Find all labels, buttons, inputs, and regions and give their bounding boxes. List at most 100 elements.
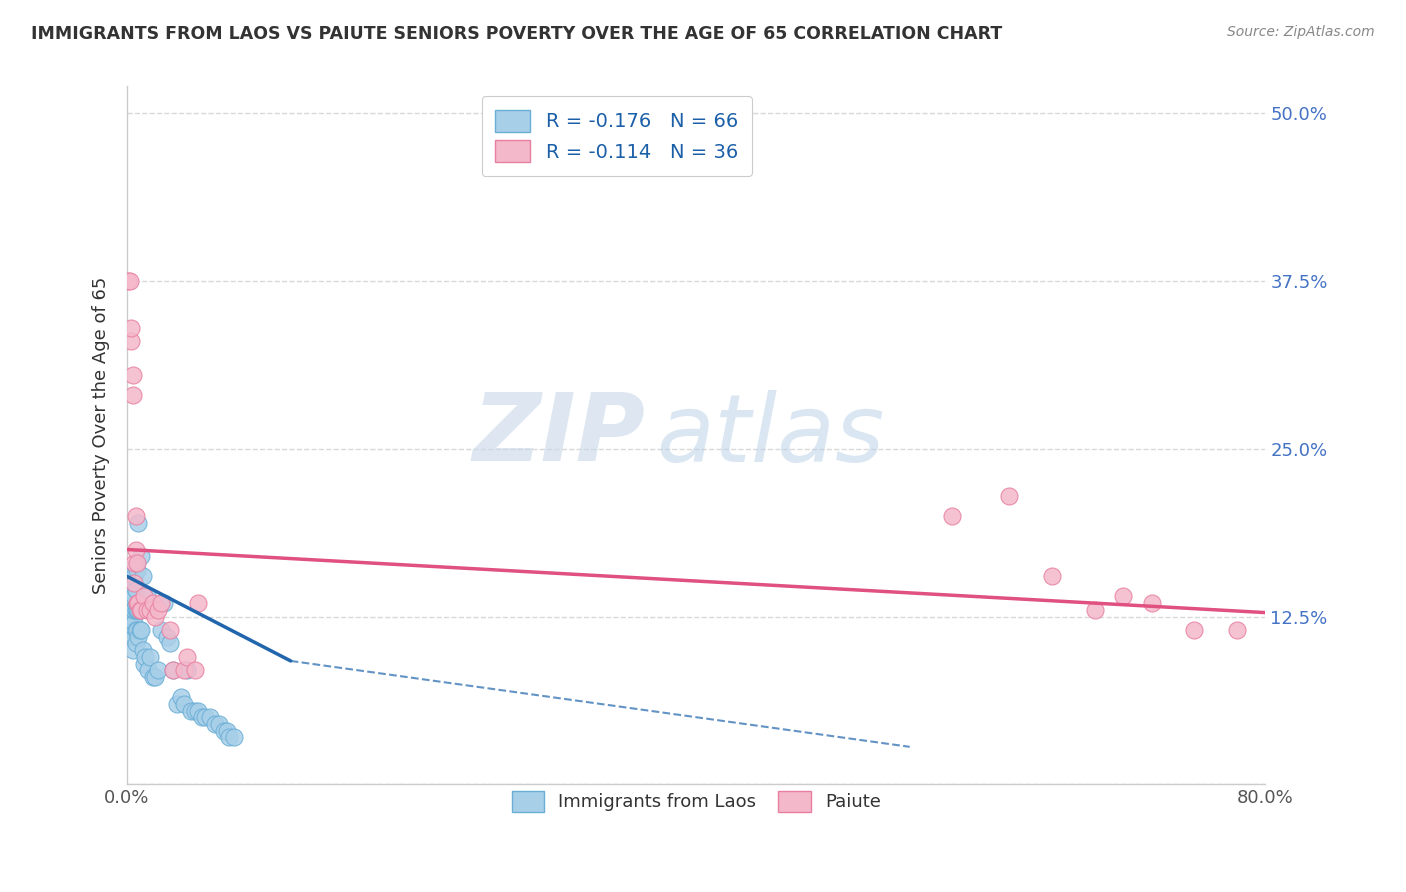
- Point: [120, 590, 142, 604]
- Point: [194, 710, 217, 724]
- Point: [1112, 590, 1135, 604]
- Point: [215, 723, 238, 738]
- Point: [184, 663, 207, 677]
- Point: [122, 569, 145, 583]
- Point: [1040, 569, 1063, 583]
- Point: [125, 603, 148, 617]
- Point: [125, 556, 148, 570]
- Point: [184, 704, 207, 718]
- Point: [145, 609, 167, 624]
- Point: [117, 603, 139, 617]
- Point: [142, 596, 165, 610]
- Point: [142, 670, 165, 684]
- Point: [156, 630, 179, 644]
- Point: [212, 723, 235, 738]
- Point: [998, 489, 1021, 503]
- Point: [166, 697, 188, 711]
- Point: [118, 569, 141, 583]
- Point: [122, 590, 145, 604]
- Point: [1140, 596, 1163, 610]
- Point: [941, 508, 963, 523]
- Point: [159, 636, 181, 650]
- Point: [124, 636, 146, 650]
- Point: [218, 731, 240, 745]
- Point: [121, 388, 143, 402]
- Text: IMMIGRANTS FROM LAOS VS PAIUTE SENIORS POVERTY OVER THE AGE OF 65 CORRELATION CH: IMMIGRANTS FROM LAOS VS PAIUTE SENIORS P…: [31, 25, 1002, 43]
- Point: [191, 710, 214, 724]
- Point: [131, 569, 153, 583]
- Text: ZIP: ZIP: [472, 390, 645, 482]
- Point: [127, 596, 149, 610]
- Point: [139, 649, 162, 664]
- Point: [132, 590, 155, 604]
- Point: [129, 603, 152, 617]
- Point: [125, 623, 148, 637]
- Point: [132, 657, 155, 671]
- Point: [187, 704, 209, 718]
- Point: [148, 663, 170, 677]
- Point: [121, 609, 143, 624]
- Point: [124, 582, 146, 597]
- Point: [125, 596, 148, 610]
- Point: [118, 576, 141, 591]
- Point: [121, 368, 143, 382]
- Point: [122, 603, 145, 617]
- Point: [148, 603, 170, 617]
- Point: [159, 623, 181, 637]
- Point: [124, 508, 146, 523]
- Point: [208, 717, 231, 731]
- Point: [173, 697, 195, 711]
- Point: [173, 663, 195, 677]
- Point: [120, 609, 142, 624]
- Point: [153, 596, 176, 610]
- Y-axis label: Seniors Poverty Over the Age of 65: Seniors Poverty Over the Age of 65: [93, 277, 110, 594]
- Point: [129, 623, 152, 637]
- Point: [176, 649, 198, 664]
- Point: [120, 582, 142, 597]
- Point: [139, 603, 162, 617]
- Point: [120, 596, 142, 610]
- Point: [134, 649, 156, 664]
- Point: [124, 603, 146, 617]
- Point: [145, 670, 167, 684]
- Point: [117, 590, 139, 604]
- Point: [187, 596, 209, 610]
- Point: [127, 630, 149, 644]
- Point: [127, 516, 149, 530]
- Point: [204, 717, 226, 731]
- Point: [1084, 603, 1107, 617]
- Point: [122, 556, 145, 570]
- Point: [150, 596, 173, 610]
- Text: Source: ZipAtlas.com: Source: ZipAtlas.com: [1227, 25, 1375, 39]
- Point: [122, 616, 145, 631]
- Point: [118, 274, 141, 288]
- Point: [120, 569, 142, 583]
- Point: [1182, 623, 1205, 637]
- Point: [118, 563, 141, 577]
- Point: [170, 690, 193, 705]
- Point: [129, 549, 152, 564]
- Point: [125, 563, 148, 577]
- Point: [121, 643, 143, 657]
- Point: [176, 663, 198, 677]
- Point: [122, 576, 145, 591]
- Point: [198, 710, 221, 724]
- Point: [138, 663, 160, 677]
- Point: [180, 704, 202, 718]
- Point: [162, 663, 184, 677]
- Point: [128, 603, 150, 617]
- Point: [127, 603, 149, 617]
- Point: [118, 603, 141, 617]
- Point: [117, 274, 139, 288]
- Text: atlas: atlas: [657, 390, 884, 481]
- Point: [135, 603, 157, 617]
- Point: [121, 603, 143, 617]
- Point: [150, 623, 173, 637]
- Point: [135, 590, 157, 604]
- Point: [131, 643, 153, 657]
- Point: [121, 623, 143, 637]
- Point: [162, 663, 184, 677]
- Legend: Immigrants from Laos, Paiute: Immigrants from Laos, Paiute: [499, 778, 894, 824]
- Point: [118, 616, 141, 631]
- Point: [222, 731, 245, 745]
